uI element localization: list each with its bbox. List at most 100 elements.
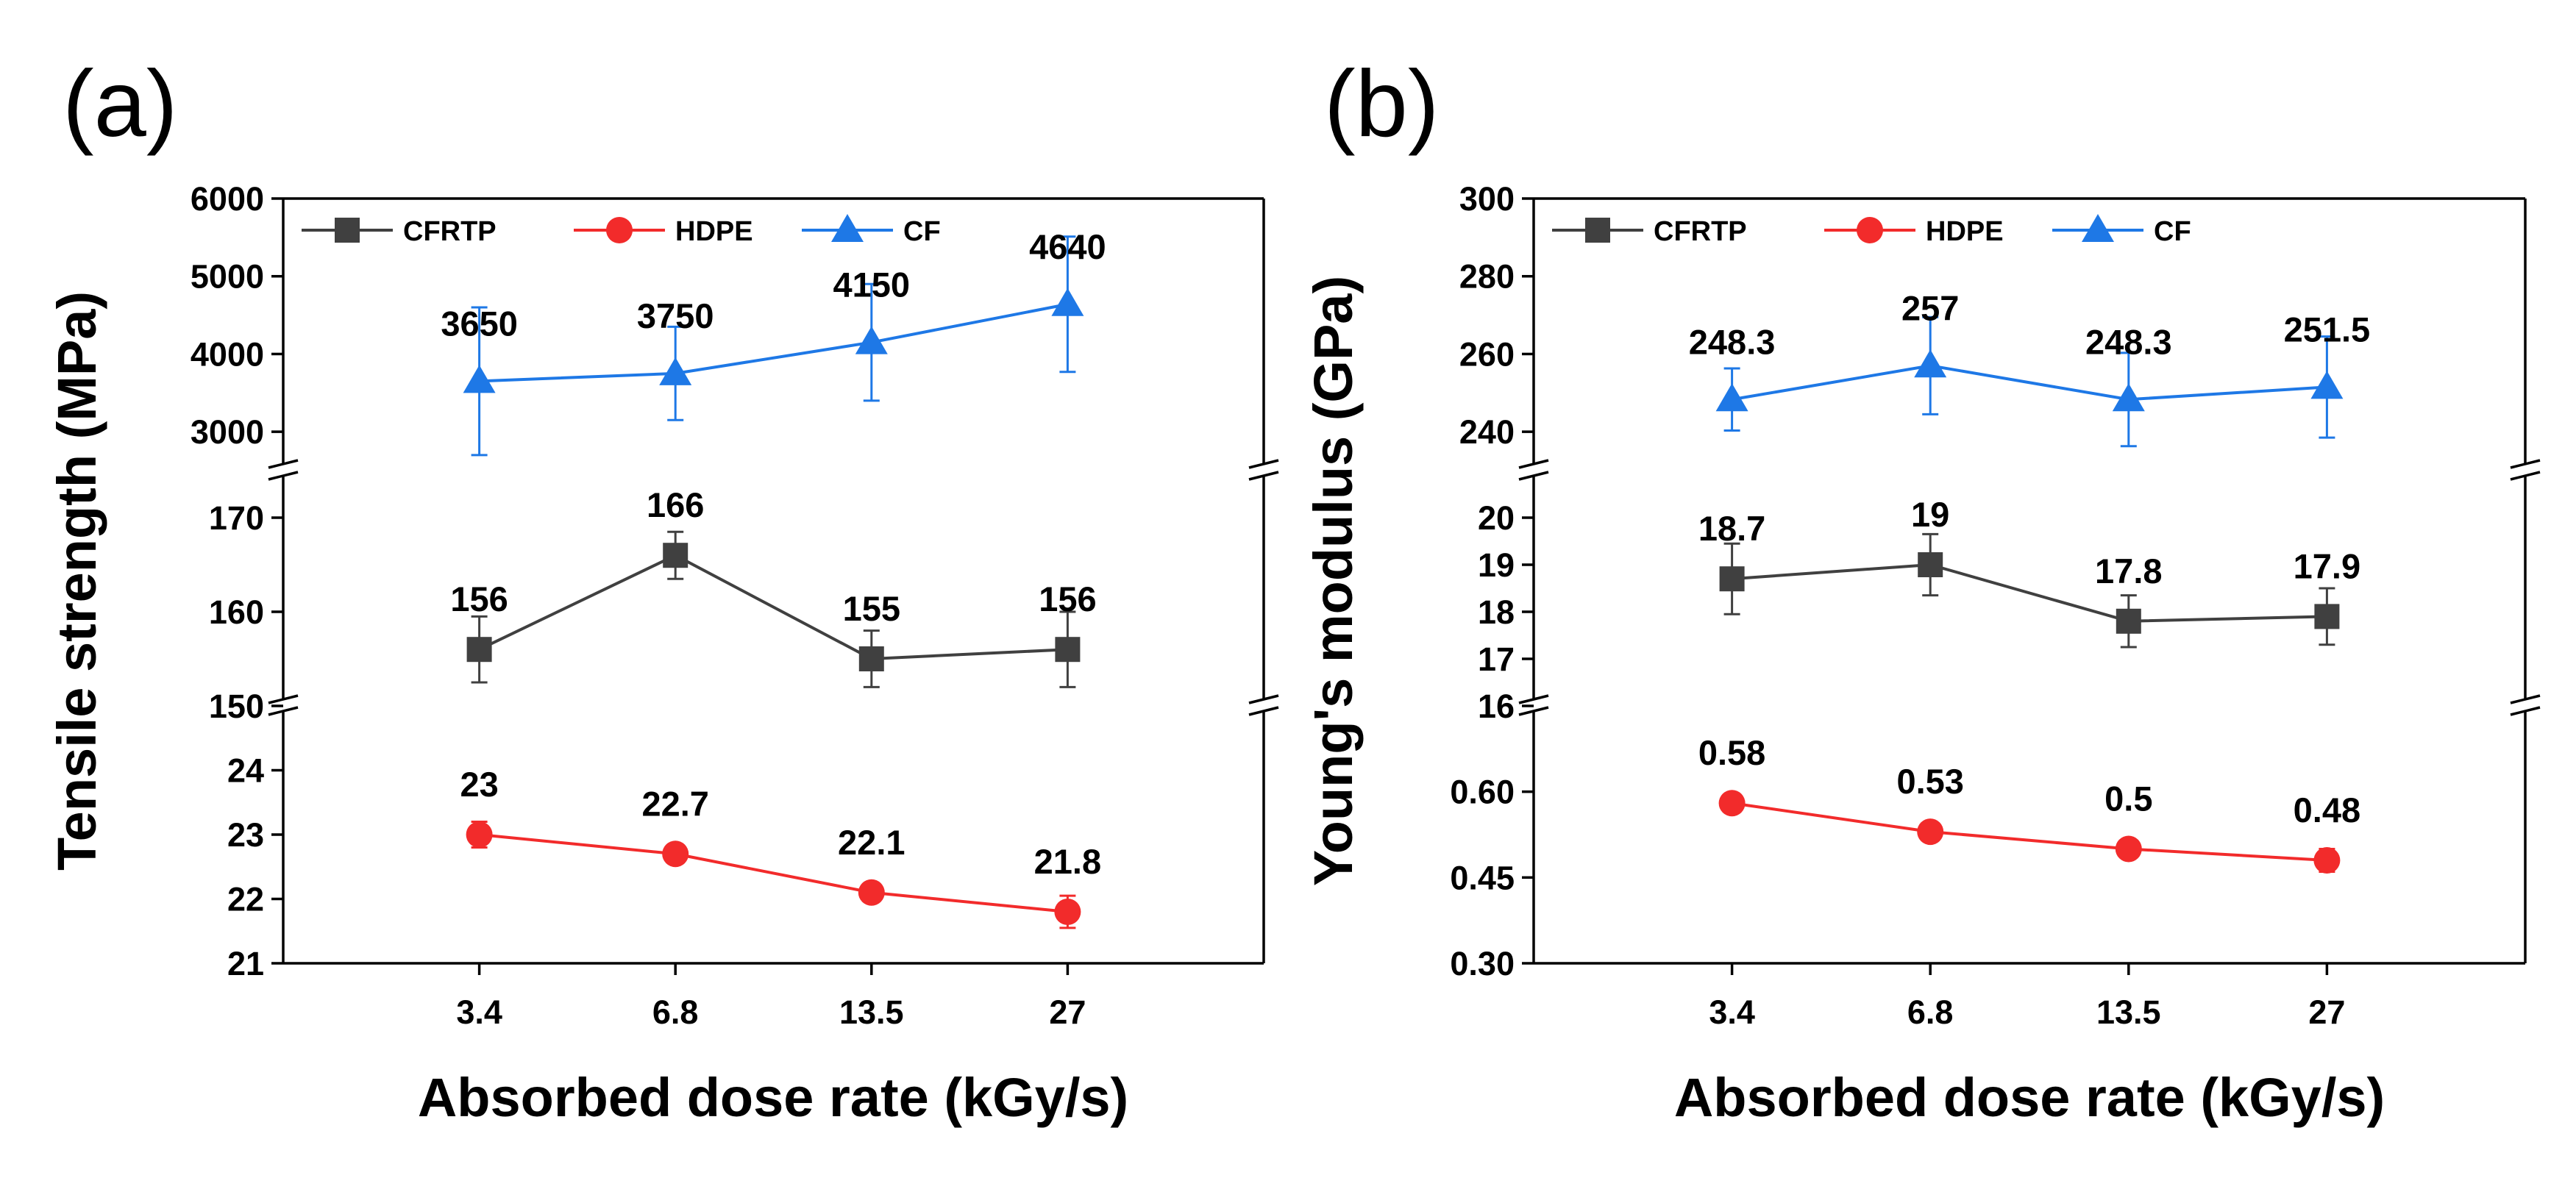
y-tick-label: 22	[227, 881, 264, 918]
data-label: 257	[1901, 288, 1959, 327]
circle-marker	[662, 840, 689, 868]
panel-a: (a) 21 22 23 24 150 160 170 3000 4000 5000 6000 3.4 6…	[46, 51, 1280, 1128]
data-label: 4150	[833, 265, 911, 304]
square-marker	[466, 637, 492, 663]
triangle-marker	[1051, 288, 1084, 316]
data-label: 0.5	[2104, 779, 2152, 818]
y-tick-label: 5000	[191, 258, 264, 296]
axis-break-line	[268, 694, 299, 704]
data-label: 166	[647, 485, 704, 524]
triangle-marker	[2112, 383, 2145, 412]
data-label: 0.58	[1698, 733, 1765, 772]
series-hdpe: 23 22.7 22.1 21.8	[460, 765, 1101, 929]
square-marker	[858, 646, 884, 671]
data-label: 22.7	[641, 784, 708, 823]
series-cfrtp: 156 166 155 156	[450, 485, 1097, 688]
series-hdpe: 0.58 0.53 0.5 0.48	[1698, 733, 2360, 874]
data-label: 251.5	[2284, 310, 2371, 349]
data-label: 23	[460, 765, 498, 804]
square-marker	[1918, 552, 1943, 577]
legend-item-cfrtp: CFRTP	[302, 216, 497, 247]
y-tick-label: 18	[1478, 593, 1515, 631]
legend-label: HDPE	[1926, 216, 2004, 247]
triangle-marker	[1715, 383, 1748, 412]
y-tick-label: 150	[209, 688, 264, 725]
y-tick-label: 17	[1478, 640, 1515, 678]
y-tick-label: 0.30	[1450, 945, 1515, 982]
axis-break-line	[2510, 694, 2541, 704]
axis-break-line	[1518, 694, 1549, 704]
x-tick-label: 27	[2308, 993, 2345, 1031]
legend: CFRTP HDPE CF	[1552, 214, 2191, 247]
triangle-marker	[659, 357, 692, 385]
data-label: 19	[1911, 495, 1949, 534]
legend-label: HDPE	[675, 216, 753, 247]
data-label: 156	[450, 579, 508, 618]
axis-break-line	[268, 706, 299, 716]
data-label: 0.53	[1896, 762, 1963, 801]
y-tick-label: 23	[227, 816, 264, 854]
legend-label: CF	[903, 216, 941, 247]
circle-marker	[2115, 835, 2142, 863]
y-tick-label: 280	[1459, 258, 1515, 296]
axis-break-line	[268, 459, 299, 469]
data-label: 248.3	[1689, 322, 1776, 361]
axis-break-mark	[1518, 459, 1550, 481]
axis-break-line	[268, 471, 299, 481]
axis-break-line	[1518, 471, 1549, 481]
panel-b: (b) 0.30 0.45 0.60 16 17 18 19 20 240 260 280 300 3.4…	[1303, 51, 2541, 1128]
square-marker	[1719, 566, 1745, 592]
data-label: 0.48	[2294, 790, 2360, 829]
axis-break-line	[2510, 459, 2541, 469]
x-axis-title: Absorbed dose rate (kGy/s)	[1674, 1067, 2385, 1128]
axis-break-mark	[1248, 459, 1280, 481]
legend: CFRTP HDPE CF	[302, 214, 941, 247]
y-tick-label: 4000	[191, 335, 264, 373]
square-marker	[663, 543, 689, 568]
axis-break-line	[1248, 694, 1279, 704]
series-cf: 3650 3750 4150 4640	[441, 227, 1106, 457]
data-label: 22.1	[838, 823, 905, 862]
circle-marker	[1054, 899, 1081, 925]
legend-label: CFRTP	[403, 216, 497, 247]
data-label: 3750	[637, 296, 714, 335]
circle-marker	[466, 821, 493, 848]
data-label: 155	[843, 589, 900, 628]
series-line	[1732, 802, 2327, 862]
y-tick-label: 16	[1478, 688, 1515, 725]
axis-break-mark	[267, 459, 299, 481]
legend-item-hdpe: HDPE	[574, 216, 753, 247]
axis-break-line	[1518, 706, 1549, 716]
panel-label: (b)	[1324, 51, 1439, 157]
legend-item-cfrtp: CFRTP	[1552, 216, 1747, 247]
axis-break-line	[1248, 459, 1279, 469]
y-tick-label: 240	[1459, 413, 1515, 451]
axes-frame	[1532, 197, 2527, 965]
legend-label: CFRTP	[1654, 216, 1747, 247]
y-axis-title: Tensile strength (MPa)	[46, 291, 107, 871]
axis-break-mark	[1248, 694, 1280, 716]
square-marker	[1585, 218, 1610, 243]
y-tick-label: 21	[227, 945, 264, 982]
axis-break-mark	[2509, 459, 2541, 481]
data-label: 17.9	[2294, 546, 2360, 585]
y-tick-label: 19	[1478, 546, 1515, 584]
circle-marker	[1857, 217, 1883, 243]
x-axis-title: Absorbed dose rate (kGy/s)	[418, 1067, 1128, 1128]
series-cfrtp: 18.7 19 17.8 17.9	[1698, 495, 2360, 649]
triangle-marker	[1914, 349, 1947, 378]
triangle-marker	[2310, 371, 2344, 399]
triangle-marker	[463, 365, 496, 393]
data-label: 156	[1039, 579, 1096, 618]
data-label: 4640	[1029, 227, 1106, 266]
circle-marker	[2313, 847, 2341, 874]
legend-item-cf: CF	[802, 214, 941, 247]
x-tick-label: 13.5	[839, 993, 904, 1031]
y-tick-label: 160	[209, 593, 264, 631]
data-label: 21.8	[1034, 842, 1101, 881]
series-line	[1732, 563, 2327, 623]
axis-break-line	[1248, 471, 1279, 481]
series-line	[479, 833, 1068, 913]
y-tick-label: 3000	[191, 413, 264, 451]
x-tick-label: 13.5	[2096, 993, 2161, 1031]
